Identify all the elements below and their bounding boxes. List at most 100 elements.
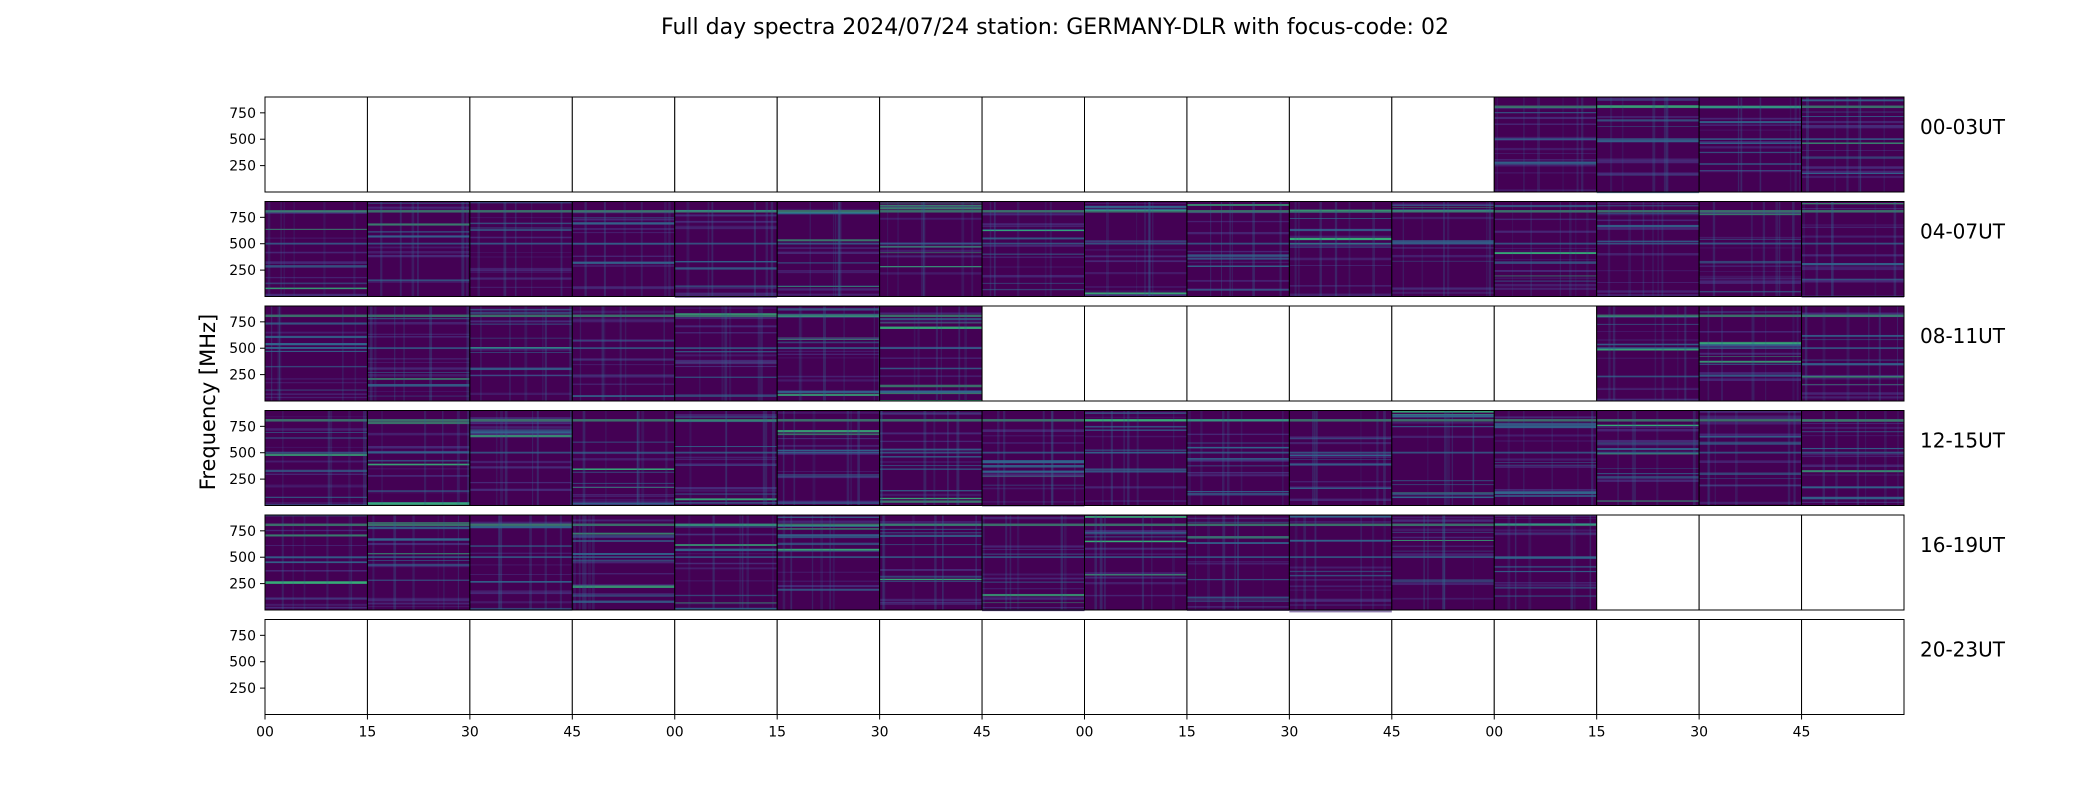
y-tick-label: 500 (229, 341, 256, 357)
time-streak (281, 410, 284, 506)
spectral-band (1596, 227, 1700, 230)
spectral-band (1084, 435, 1187, 438)
spectral-band (1289, 235, 1392, 238)
spectral-band (777, 525, 880, 527)
time-streak (417, 201, 419, 297)
spectral-band (1596, 323, 1700, 325)
spectral-band (1289, 609, 1392, 613)
time-streak (1750, 201, 1753, 297)
time-streak (1383, 515, 1386, 610)
spectral-band (777, 393, 880, 396)
spectral-band (1801, 280, 1904, 283)
time-streak (923, 410, 927, 506)
time-streak (532, 410, 534, 506)
time-streak (560, 201, 563, 297)
spectral-band (1699, 460, 1802, 463)
time-streak (1762, 201, 1766, 297)
time-streak (1576, 97, 1579, 192)
time-streak (1591, 410, 1594, 506)
time-streak (1376, 410, 1379, 506)
spectral-band (572, 600, 675, 603)
time-streak (1152, 201, 1154, 297)
spectral-band (1494, 159, 1597, 161)
spectrum-panel (1084, 201, 1188, 297)
spectral-band (1596, 444, 1700, 446)
spectrum-panel (1596, 410, 1701, 506)
spectral-band (572, 496, 675, 497)
spectral-band (469, 374, 573, 377)
spectral-band (1699, 410, 1802, 413)
time-streak (1172, 515, 1175, 610)
spectral-band (265, 460, 368, 463)
spectral-band (1699, 280, 1802, 283)
spectral-band (674, 210, 778, 213)
time-streak (1173, 410, 1175, 506)
spectral-band (1494, 533, 1597, 535)
spectral-band (879, 575, 983, 578)
spectral-band (879, 602, 983, 605)
spectral-band (982, 577, 1085, 580)
time-streak (729, 306, 732, 401)
spectral-band (1084, 500, 1187, 502)
spectral-band (674, 242, 778, 245)
spectral-band (982, 487, 1085, 490)
spectral-band (469, 523, 573, 527)
spectrum-panel (879, 410, 983, 506)
spectral-band (469, 564, 573, 566)
spectral-band (982, 282, 1085, 284)
time-streak (1608, 306, 1611, 401)
spectral-band (572, 286, 675, 289)
spectral-band (367, 492, 470, 494)
spectral-band (1494, 491, 1597, 495)
time-streak (1794, 97, 1797, 192)
spectral-band (674, 446, 778, 448)
time-streak (1806, 97, 1810, 192)
time-streak (837, 201, 841, 297)
time-streak (500, 410, 503, 506)
spectrum-panel (879, 201, 983, 297)
spectral-band (777, 211, 880, 214)
spectral-band (367, 374, 470, 377)
panel-background (1391, 306, 1495, 401)
spectral-band (367, 526, 470, 530)
spectral-band (879, 367, 983, 370)
spectral-band (1494, 529, 1597, 532)
spectral-band (982, 581, 1085, 583)
time-streak (782, 410, 785, 506)
spectral-band (1699, 484, 1802, 487)
spectral-band (1186, 257, 1290, 260)
time-streak (591, 515, 595, 610)
time-streak (1488, 201, 1492, 297)
spectral-band (572, 471, 675, 473)
spectral-band (1699, 271, 1802, 272)
time-streak (1226, 410, 1230, 506)
spectral-band (1801, 435, 1904, 437)
spectral-band (469, 210, 573, 213)
spectral-band (674, 214, 778, 217)
spectrum-panel (366, 514, 471, 611)
spectral-band (674, 594, 778, 597)
spectral-band (469, 421, 573, 423)
time-streak (1101, 410, 1104, 506)
time-streak (1666, 97, 1669, 192)
spectral-band (982, 451, 1085, 454)
spectral-band (572, 320, 675, 323)
spectral-band (1391, 523, 1495, 527)
spectral-band (1186, 204, 1290, 206)
spectral-band (1391, 260, 1495, 262)
spectral-band (674, 225, 778, 228)
spectrum-panel (1186, 619, 1290, 715)
spectral-band (1494, 587, 1597, 589)
panel-background (1596, 201, 1700, 297)
spectral-band (674, 456, 778, 459)
spectral-band (777, 571, 880, 573)
spectrum-panel (1596, 619, 1700, 715)
spectral-band (1186, 242, 1290, 245)
time-streak (1665, 97, 1668, 192)
spectral-band (1699, 441, 1802, 443)
x-tick-label: 15 (359, 725, 377, 741)
x-tick-label: 15 (1588, 725, 1606, 741)
spectral-band (1801, 474, 1904, 476)
spectral-band (879, 347, 983, 350)
time-streak (350, 515, 353, 610)
